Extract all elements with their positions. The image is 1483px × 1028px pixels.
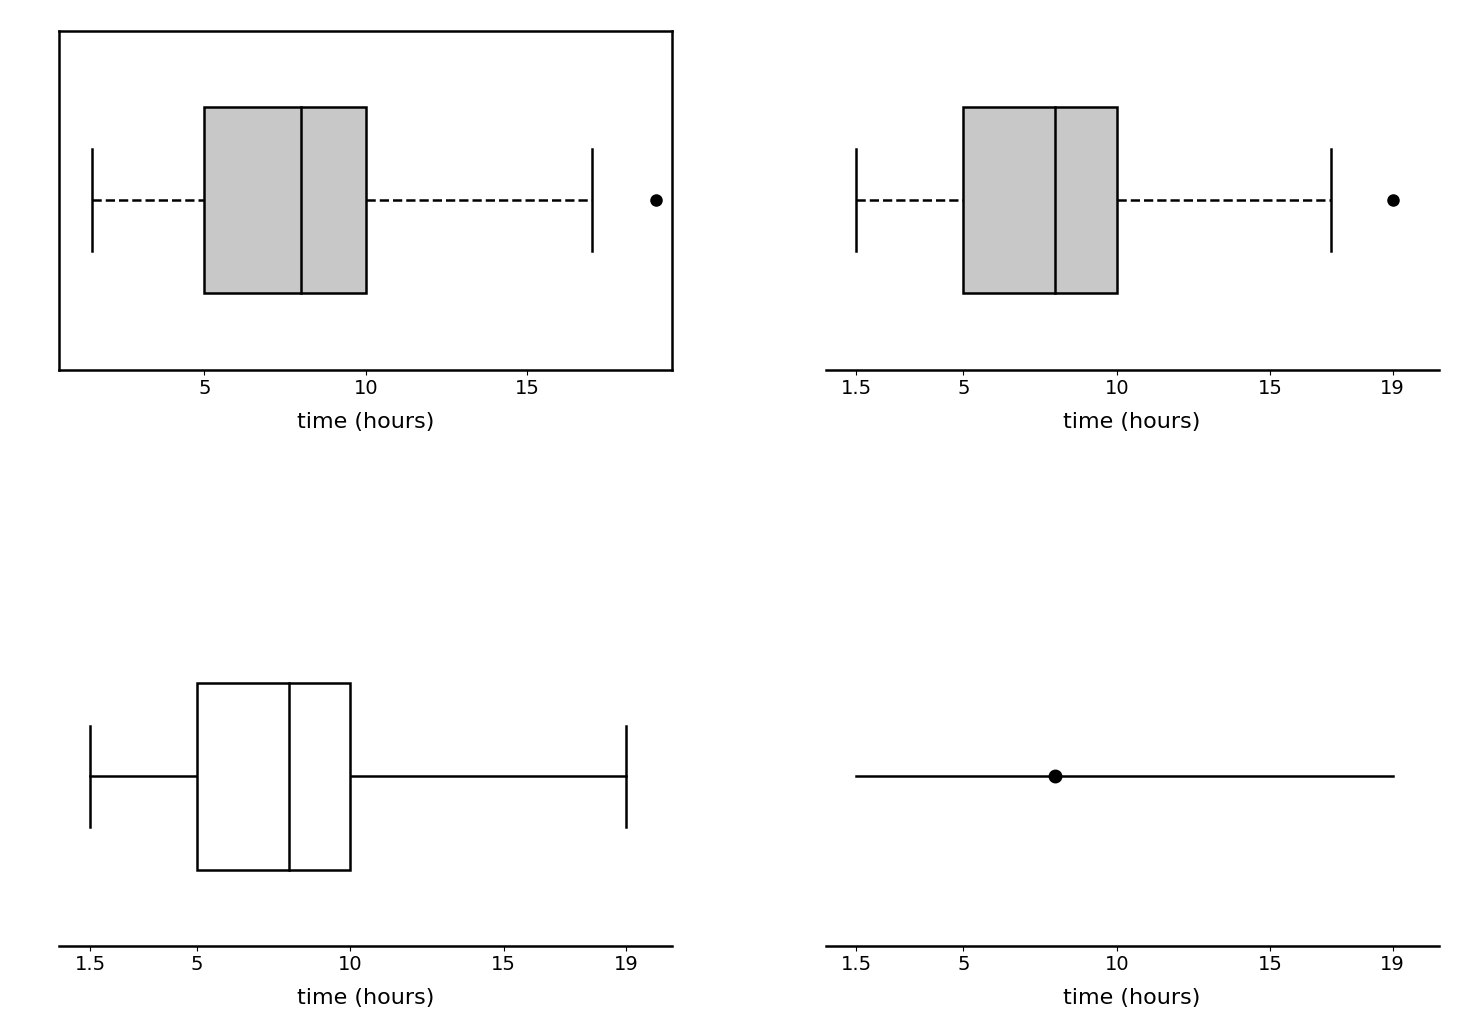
Bar	[197, 684, 350, 870]
X-axis label: time (hours): time (hours)	[297, 988, 435, 1008]
Bar	[964, 107, 1117, 293]
X-axis label: time (hours): time (hours)	[297, 412, 435, 433]
X-axis label: time (hours): time (hours)	[1063, 988, 1201, 1008]
Bar	[205, 107, 366, 293]
X-axis label: time (hours): time (hours)	[1063, 412, 1201, 433]
